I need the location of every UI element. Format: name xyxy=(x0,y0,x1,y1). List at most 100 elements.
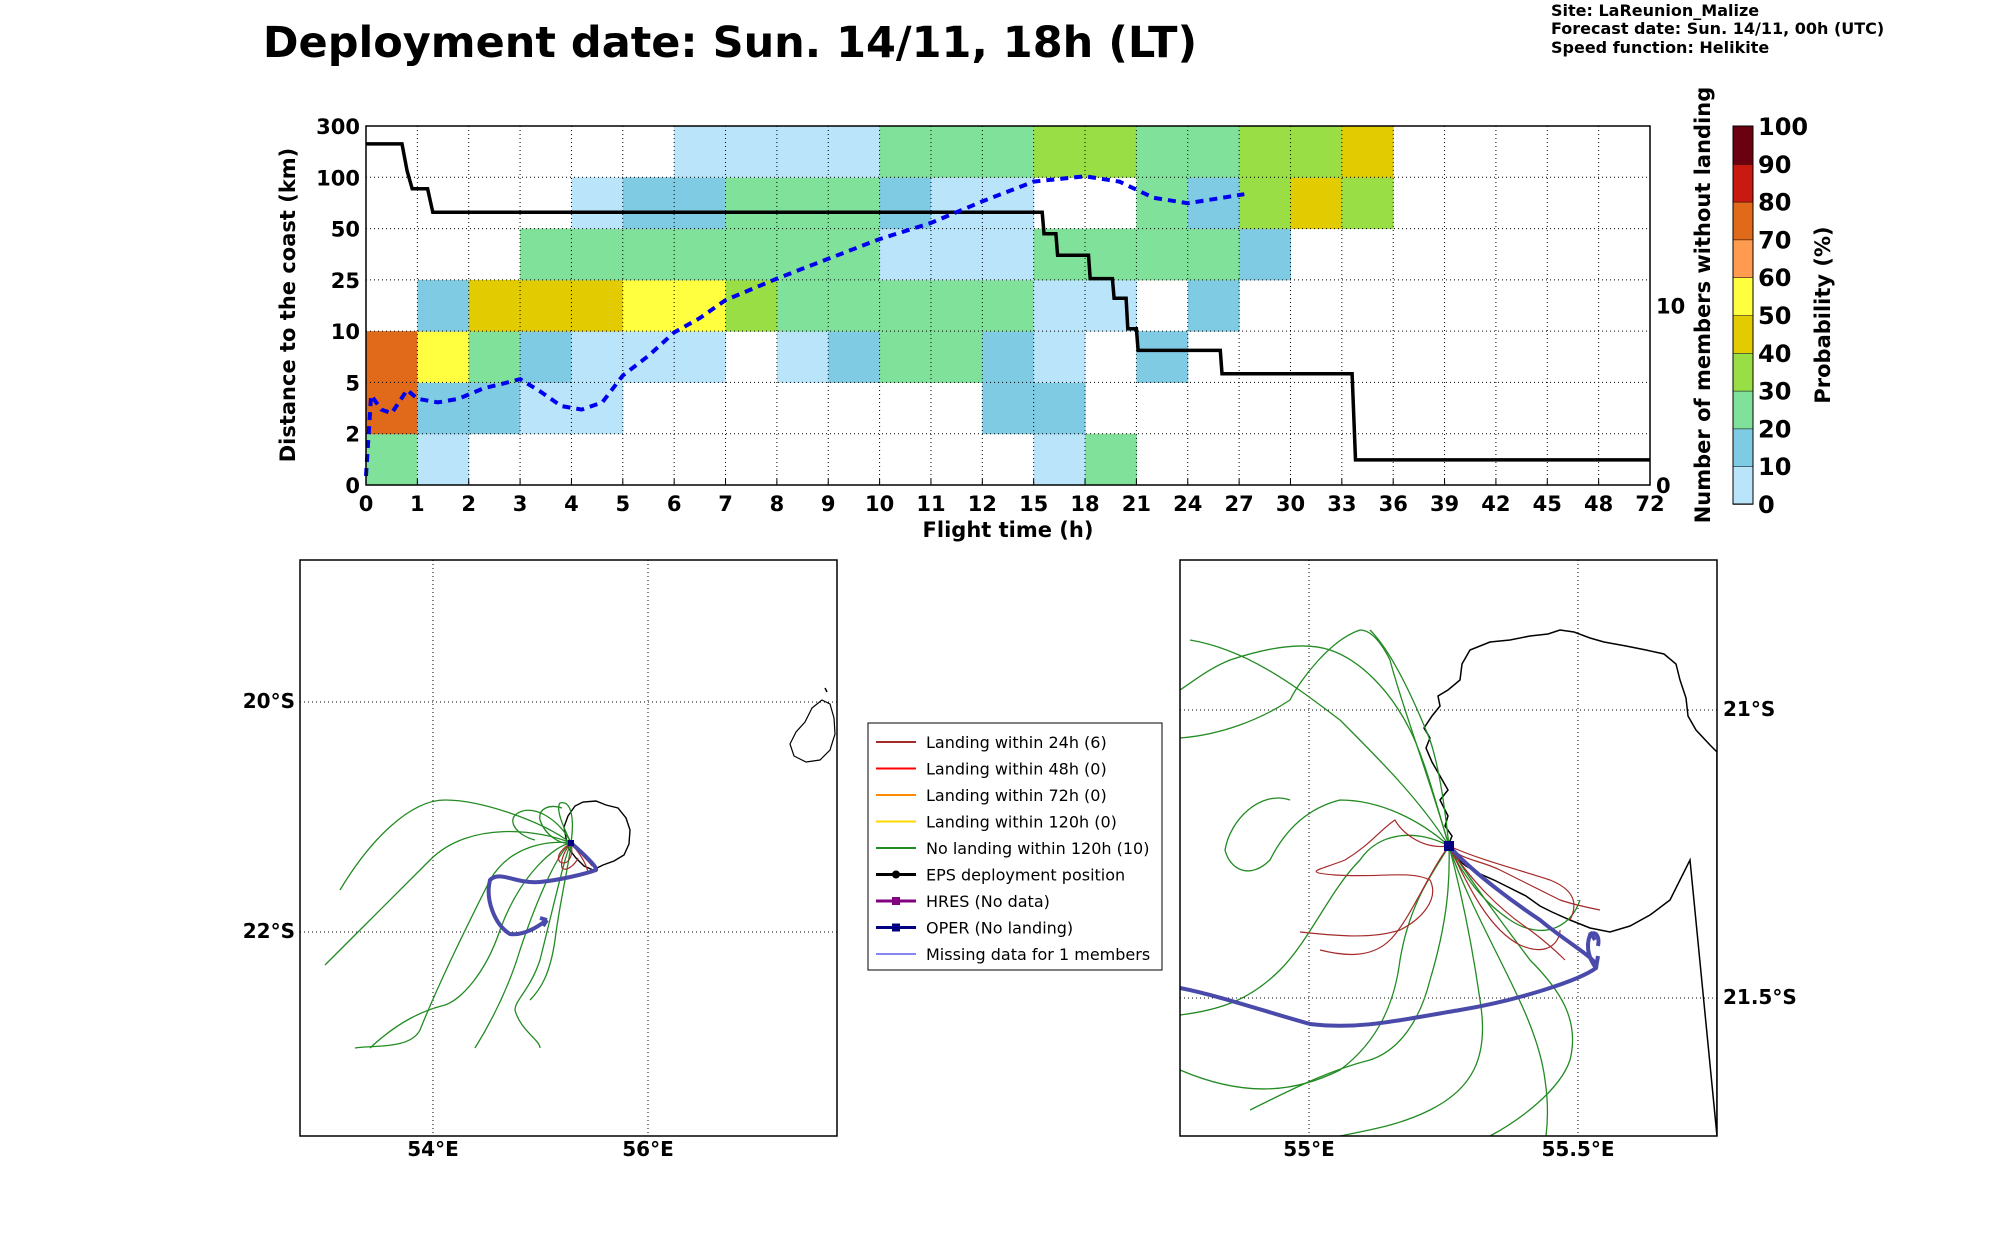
colorbar-tick-label: 100 xyxy=(1758,113,1808,141)
legend-entry: EPS deployment position xyxy=(876,866,1125,885)
y-tick-label: 50 xyxy=(331,218,360,242)
heatmap-cell xyxy=(520,279,572,332)
x-tick-label: 11 xyxy=(916,492,945,516)
x-tick-label: 8 xyxy=(770,492,785,516)
y2-axis-label: Number of members without landing xyxy=(1691,87,1715,524)
y-tick-label: 10 xyxy=(331,320,360,344)
map-zoom-x-tick: 55.5°E xyxy=(1541,1137,1614,1161)
track-green xyxy=(339,799,572,891)
map-overview-green-tracks xyxy=(324,799,574,1049)
colorbar-cell xyxy=(1732,239,1754,278)
legend-entry: No landing within 120h (10) xyxy=(876,839,1149,858)
legend-entry: OPER (No landing) xyxy=(876,919,1073,938)
heatmap-cell xyxy=(622,177,675,230)
track-green xyxy=(512,809,572,844)
colorbar-tick-label: 40 xyxy=(1758,340,1791,368)
colorbar-label: Probability (%) xyxy=(1811,226,1835,403)
forecast-info: Forecast date: Sun. 14/11, 00h (UTC) xyxy=(1551,19,1884,38)
map-zoom: 55°E 55.5°E 21°S 21.5°S xyxy=(1179,559,1797,1161)
heatmap-cell xyxy=(674,331,727,383)
oper-marker xyxy=(568,840,574,846)
heatmap-cell xyxy=(1033,126,1086,178)
heatmap-cell xyxy=(366,433,418,486)
map-overview-x-tick: 54°E xyxy=(407,1137,459,1161)
heatmap-cell xyxy=(571,279,624,332)
y-tick-label: 25 xyxy=(331,269,360,293)
oper-track-zoom-tail xyxy=(1585,931,1601,970)
colorbar-cells xyxy=(1732,125,1754,505)
oper-marker-zoom xyxy=(1444,841,1454,851)
heatmap-chart: 0 1 2 3 4 5 6 7 8 9 10 11 12 15 18 21 24 27 30 33 36 39 42 45 48… xyxy=(276,87,1715,542)
heatmap-cell xyxy=(1136,331,1189,383)
track-green xyxy=(1180,629,1450,847)
heatmap-cell xyxy=(1341,177,1394,230)
heatmap-cell xyxy=(1033,433,1086,486)
heatmap-cells xyxy=(366,126,1394,486)
legend-items: Landing within 24h (6) Landing within 48h… xyxy=(876,733,1150,964)
colorbar-cell xyxy=(1732,390,1754,430)
legend-marker xyxy=(892,923,900,932)
heatmap-cell xyxy=(828,177,881,230)
heatmap-cell xyxy=(982,331,1035,383)
y-tick-label: 2 xyxy=(345,423,360,447)
legend-entry: Landing within 120h (0) xyxy=(876,813,1117,832)
legend-label: Landing within 72h (0) xyxy=(926,786,1107,805)
legend-marker xyxy=(892,870,900,879)
colorbar-tick-label: 20 xyxy=(1758,415,1791,443)
heatmap-cell xyxy=(879,279,932,332)
legend-label: Landing within 120h (0) xyxy=(926,813,1117,832)
heatmap-cell xyxy=(879,126,932,178)
heatmap-cell xyxy=(417,279,470,332)
heatmap-cell xyxy=(725,177,778,230)
legend-entry: Landing within 48h (0) xyxy=(876,760,1107,779)
y2-tick-label: 0 xyxy=(1656,474,1671,498)
map-overview-y-tick: 22°S xyxy=(243,919,295,943)
map-zoom-y-tick: 21°S xyxy=(1723,697,1775,721)
colorbar-tick-label: 90 xyxy=(1758,151,1791,179)
x-tick-label: 18 xyxy=(1070,492,1099,516)
heatmap-cell xyxy=(468,331,521,383)
map-zoom-x-tick: 55°E xyxy=(1283,1137,1335,1161)
heatmap-cell xyxy=(1085,433,1137,486)
legend-label: HRES (No data) xyxy=(926,892,1050,911)
reunion-coastline-zoom xyxy=(1423,629,1717,1136)
oper-median-line xyxy=(364,174,1245,477)
y-tick-label: 5 xyxy=(345,371,360,395)
colorbar-cell xyxy=(1732,163,1754,203)
y-axis-label: Distance to the coast (km) xyxy=(276,148,300,463)
colorbar-cell xyxy=(1732,465,1754,505)
heatmap-cell xyxy=(674,126,727,178)
y2-tick-label: 10 xyxy=(1656,295,1685,319)
heatmap-cell xyxy=(366,382,418,435)
colorbar-tick-label: 60 xyxy=(1758,264,1791,292)
track-brown xyxy=(557,842,573,864)
heatmap-cell xyxy=(930,126,983,178)
y-tick-label: 100 xyxy=(316,166,360,190)
track-green xyxy=(324,830,572,966)
legend-box xyxy=(867,722,1163,971)
track-green xyxy=(539,805,572,844)
map-zoom-frame xyxy=(1179,559,1718,1137)
legend-label: No landing within 120h (10) xyxy=(926,839,1149,858)
heatmap-cell xyxy=(1239,228,1291,281)
mauritius-islet xyxy=(824,687,828,693)
track-brown xyxy=(1448,845,1601,911)
legend-entry: HRES (No data) xyxy=(876,892,1050,911)
track-green xyxy=(1339,845,1484,1136)
heatmap-cell xyxy=(1187,279,1240,332)
heatmap-cell xyxy=(776,228,829,281)
heatmap-cell xyxy=(1187,177,1240,230)
heatmap-cell xyxy=(879,177,932,230)
heatmap-cell xyxy=(674,177,727,230)
heatmap-cell xyxy=(674,279,727,332)
map-overview-x-tick: 56°E xyxy=(622,1137,674,1161)
y-tick-label: 0 xyxy=(345,474,360,498)
heatmap-cell xyxy=(417,331,470,383)
colorbar-tick-labels: 0 10 20 30 40 50 60 70 80 90 100 xyxy=(1758,113,1808,519)
x-tick-labels: 0 1 2 3 4 5 6 7 8 9 10 11 12 15 18 21 24 27 30 33 36 39 42 45 48… xyxy=(359,479,1665,516)
map-overview-frame xyxy=(299,559,838,1137)
colorbar-tick-label: 50 xyxy=(1758,302,1791,330)
legend-label: Landing within 48h (0) xyxy=(926,760,1107,779)
ensemble-count-line xyxy=(366,142,1650,462)
